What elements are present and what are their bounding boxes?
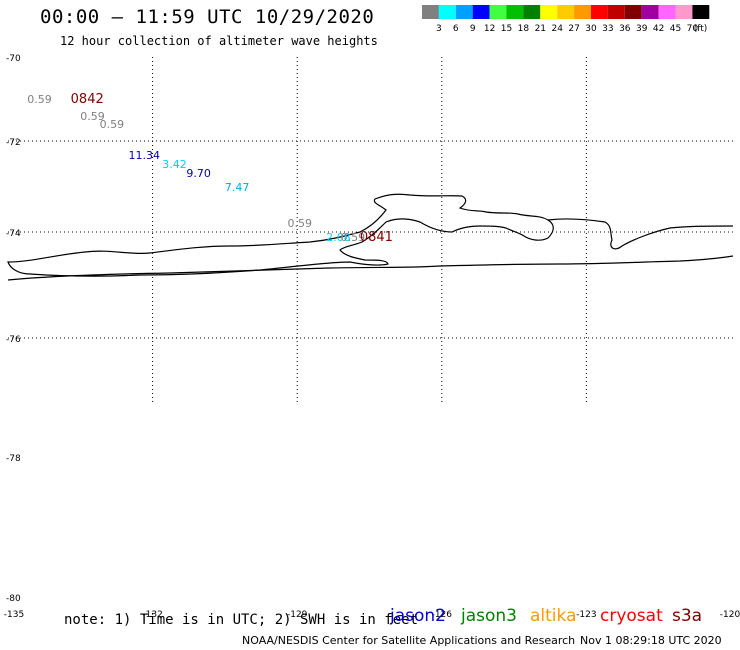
legend-swatch [675, 5, 693, 19]
wave-height-label: 11.34 [129, 149, 161, 162]
legend-label: 12 [484, 24, 495, 34]
latitude-labels: -70 -72 -74 -76 -78 -80 [6, 54, 21, 604]
legend-swatch [574, 5, 591, 19]
satellite-name: jason2 [390, 606, 446, 626]
color-legend: 3 6 9 12 15 18 21 24 27 30 33 36 39 42 45 70(ft) [422, 5, 710, 34]
lon-label: -132 [142, 610, 162, 620]
legend-swatch [540, 5, 558, 19]
legend-label: 24 [551, 24, 563, 34]
longitude-labels: -135 -132 -129 -126 -123 -120 [4, 610, 740, 620]
legend-label: 18 [518, 24, 530, 34]
lon-label: -129 [287, 610, 308, 620]
map-subtitle: 12 hour collection of altimeter wave hei… [60, 34, 378, 48]
pass-time-label: 0841 [360, 230, 393, 245]
legend-swatch [624, 5, 642, 19]
credit-text: NOAA/NESDIS Center for Satellite Applica… [242, 634, 576, 647]
lon-label: -123 [576, 610, 596, 620]
legend-label: 42 [653, 24, 664, 34]
wave-height-label: 0.59 [100, 118, 125, 131]
lon-label: -135 [4, 610, 24, 620]
lat-label: -72 [6, 138, 21, 148]
wave-height-observations: 0.59 08420.590.5911.343.429.707.470.592.0… [27, 92, 393, 245]
coastline [7, 193, 734, 281]
legend-label: 3 [436, 24, 442, 34]
legend-label: 70 [687, 24, 699, 34]
lon-label: -126 [432, 610, 453, 620]
wave-height-label: 7.47 [225, 181, 250, 194]
legend-label: 21 [535, 24, 546, 34]
legend-swatch [523, 5, 541, 19]
satellite-name: cryosat [600, 606, 663, 626]
legend-swatch [438, 5, 456, 19]
wave-height-label: 0.59 [27, 93, 51, 106]
legend-label: 39 [636, 24, 648, 34]
legend-swatch [692, 5, 710, 19]
wave-height-label: 0.59 [341, 231, 366, 244]
lon-label: -120 [720, 610, 740, 620]
legend-swatch [455, 5, 473, 19]
legend-swatch [591, 5, 608, 19]
wave-height-label: 0.59 [80, 110, 105, 123]
lat-label: -80 [6, 594, 21, 604]
lat-label: -74 [6, 229, 21, 239]
legend-swatch [658, 5, 676, 19]
legend-label: 33 [602, 24, 613, 34]
lat-label: -70 [6, 54, 21, 64]
legend-unit: (ft) [694, 24, 708, 34]
map-title: 00:00 – 11:59 UTC 10/29/2020 [40, 6, 375, 28]
legend-swatch [607, 5, 625, 19]
legend-label: 30 [585, 24, 597, 34]
legend-swatch [506, 5, 524, 19]
satellite-name: altika [530, 606, 577, 626]
pass-time-label: 0842 [71, 92, 104, 107]
coast-line [7, 255, 734, 281]
wave-height-label: 0.59 [288, 217, 313, 230]
generation-timestamp: Nov 1 08:29:18 UTC 2020 [580, 634, 722, 647]
legend-label: 27 [568, 24, 579, 34]
footer-note: note: 1) Time is in UTC; 2) SWH is in fe… [64, 612, 419, 628]
legend-label: 45 [670, 24, 681, 34]
lat-lon-grid [8, 57, 733, 405]
ice-shelf-outline [7, 193, 554, 277]
legend-label: 6 [453, 24, 459, 34]
legend-label: 36 [619, 24, 631, 34]
wave-height-label: 2.08 [326, 231, 351, 244]
wave-height-label: 9.70 [186, 167, 211, 180]
lat-label: -76 [6, 335, 21, 345]
wave-height-label: 3.42 [162, 158, 187, 171]
satellite-name: jason3 [461, 606, 517, 626]
legend-swatch [422, 5, 439, 19]
ice-shelf-outline [547, 218, 734, 250]
legend-swatch [489, 5, 507, 19]
satellite-name: s3a [672, 606, 703, 626]
legend-swatch [557, 5, 575, 19]
legend-swatch [641, 5, 659, 19]
legend-swatch [472, 5, 490, 19]
legend-label: 15 [501, 24, 512, 34]
legend-label: 9 [470, 24, 476, 34]
lat-label: -78 [6, 454, 21, 464]
